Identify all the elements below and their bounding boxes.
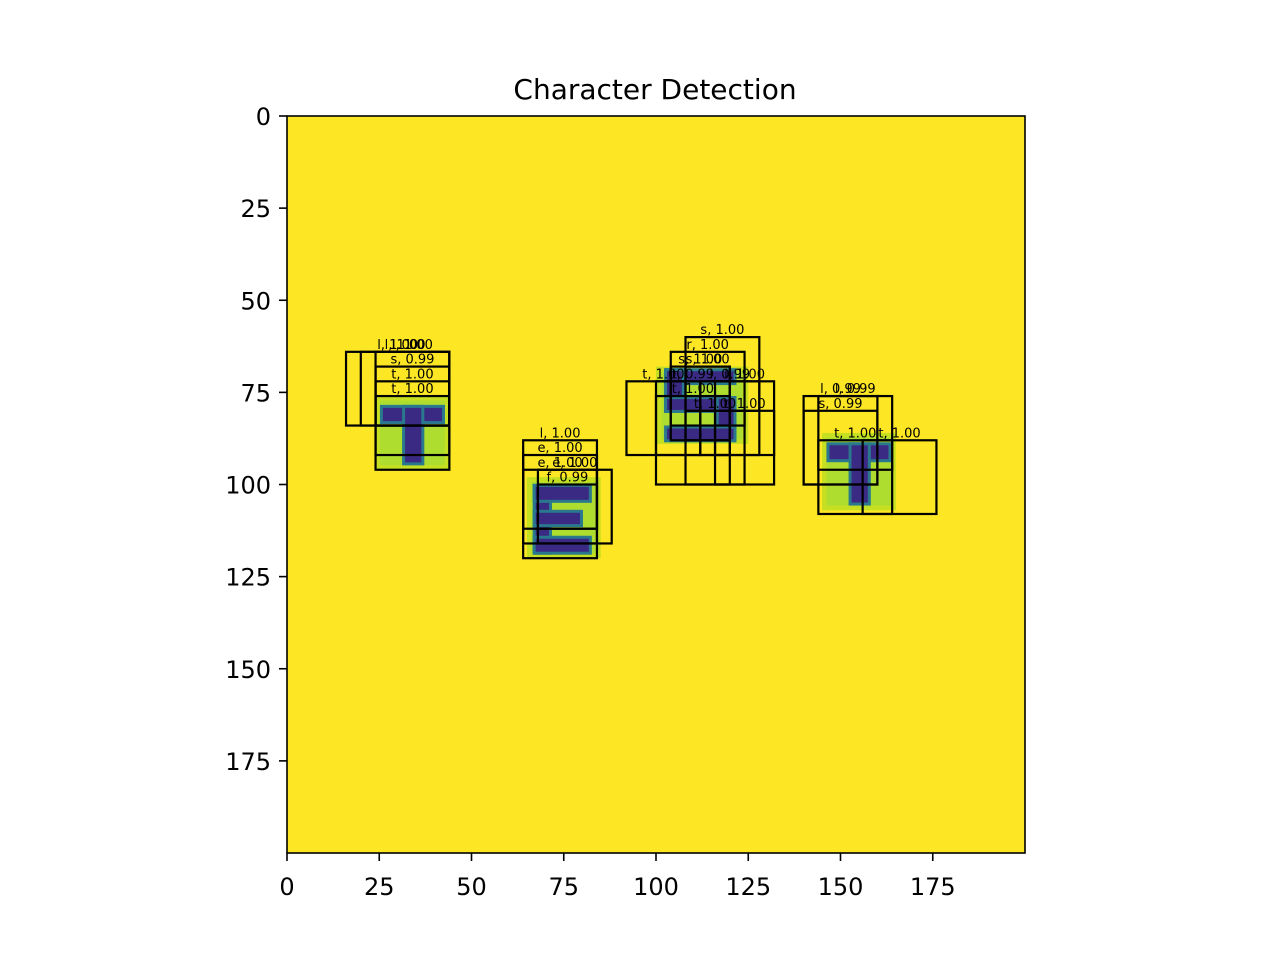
glyph-stroke — [667, 371, 734, 383]
detection-box — [536, 483, 599, 530]
x-tick-label: 125 — [725, 873, 771, 901]
detection-label: t, 1.00 — [878, 426, 920, 441]
x-tick-label: 150 — [818, 873, 864, 901]
detection-label: s, 1.00 — [700, 323, 744, 338]
detection-label: l, 1.00 — [377, 338, 418, 353]
detection-box — [861, 439, 938, 516]
detection-label: t, 1.00 — [834, 426, 876, 441]
y-tick-label: 0 — [256, 103, 271, 131]
detection-label: t, 1.00 — [694, 397, 736, 412]
glyph-stroke — [535, 538, 589, 552]
detection-label: e, 1.00 — [537, 456, 582, 471]
glyph-stroke — [405, 407, 422, 463]
detection-label: l, 0.99 — [709, 367, 750, 382]
detection-label: s, 1.00 — [686, 353, 730, 368]
detection-label: r, 1.00 — [686, 338, 729, 353]
y-tick-label: 150 — [225, 656, 271, 684]
glyph-stroke — [535, 512, 580, 525]
detection-label: s, 1.00 — [678, 353, 722, 368]
y-tick-label: 25 — [240, 195, 271, 223]
detection-label: t, 0.99 — [672, 367, 714, 382]
detection-label: s, 0.99 — [819, 397, 863, 412]
detection-label: t, 1.00 — [723, 397, 765, 412]
y-tick-label: 125 — [225, 564, 271, 592]
glyph-stroke — [535, 486, 589, 500]
glyph-t-0 — [375, 396, 450, 470]
x-tick-label: 100 — [633, 873, 679, 901]
detection-label: e, 1.00 — [552, 456, 597, 471]
y-axis-ticks: 0 25 50 75 100 125 150 175 — [225, 103, 287, 776]
x-tick-label: 50 — [456, 873, 487, 901]
detection-label: e, 1.00 — [537, 441, 582, 456]
detection-label: t, 1.00 — [672, 382, 714, 397]
detection-label: l, 1.00 — [724, 367, 765, 382]
y-tick-label: 175 — [225, 748, 271, 776]
detection-box — [817, 439, 894, 516]
detection-box — [802, 409, 879, 486]
detection-label: t, 1.00 — [391, 367, 433, 382]
y-tick-label: 75 — [240, 379, 271, 407]
x-axis-ticks: 0 25 50 75 100 125 150 175 — [279, 853, 956, 901]
detection-boxes — [344, 336, 938, 560]
detection-label: l, 0.99 — [835, 382, 876, 397]
x-tick-label: 75 — [548, 873, 579, 901]
detection-label: l, 1.00 — [540, 426, 581, 441]
detection-label: l, 1.00 — [385, 338, 426, 353]
detection-label: t, 1.00 — [642, 367, 684, 382]
detection-label: f, 0.99 — [547, 471, 589, 486]
y-tick-label: 100 — [225, 472, 271, 500]
detection-label: l, 0.99 — [820, 382, 861, 397]
detection-label: s, 0.99 — [390, 353, 434, 368]
glyph-stroke — [851, 445, 868, 503]
detection-labels: l, 1.00l, 1.00l, 1.00s, 0.99t, 1.00t, 1.… — [377, 323, 920, 485]
glyph-t-3 — [822, 432, 896, 511]
x-tick-label: 175 — [910, 873, 956, 901]
detection-box — [625, 380, 702, 457]
detection-box — [654, 394, 731, 486]
detection-box — [374, 394, 451, 471]
detection-label: t, 1.00 — [391, 382, 433, 397]
x-tick-label: 25 — [364, 873, 395, 901]
x-tick-label: 0 — [279, 873, 294, 901]
figure-title: Character Detection — [513, 73, 796, 106]
detection-box — [713, 409, 776, 486]
y-tick-label: 50 — [240, 287, 271, 315]
detection-label: l, 1.00 — [392, 338, 433, 353]
